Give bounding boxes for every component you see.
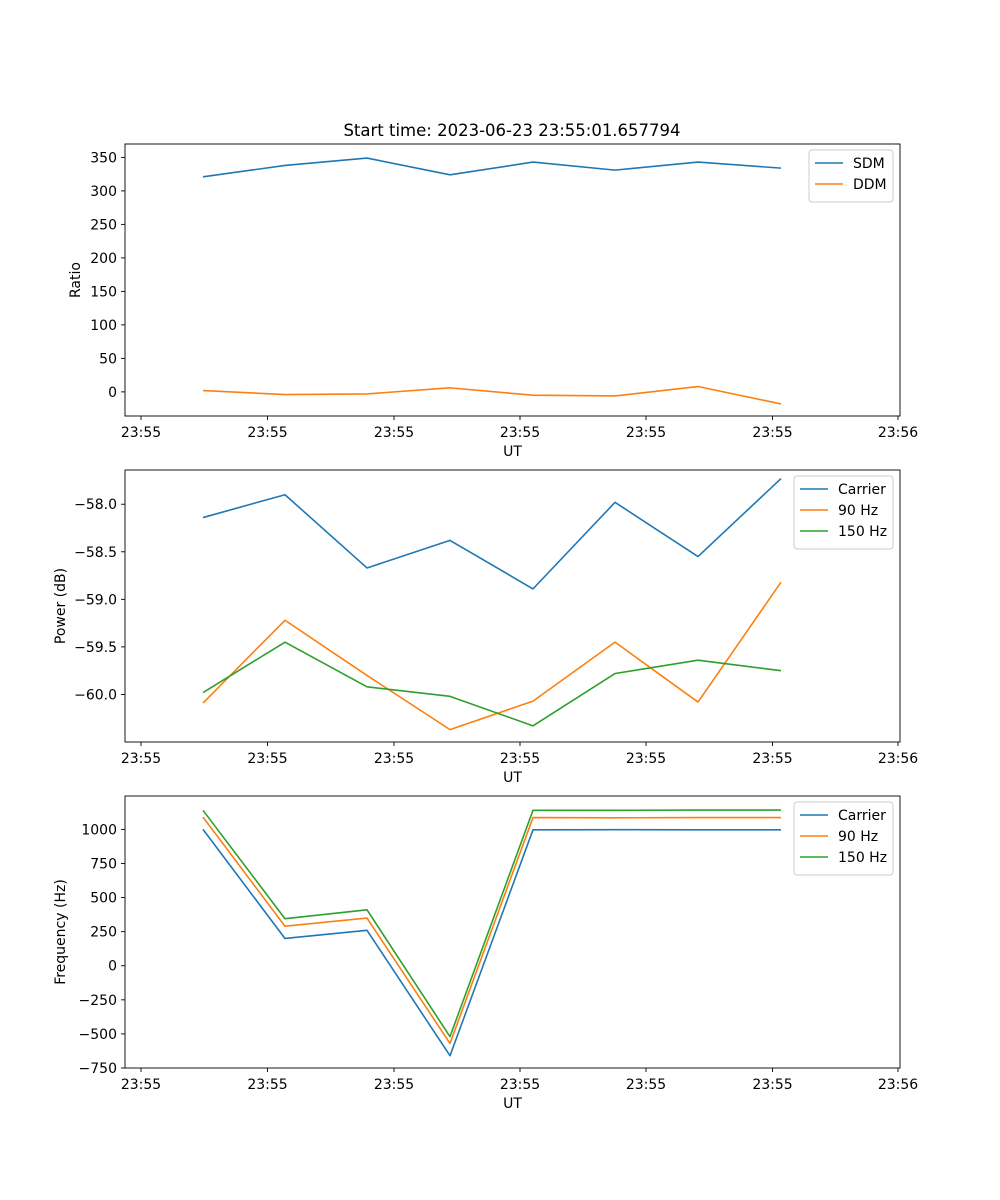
plot-area-frame: [124, 469, 901, 743]
plot-area-frame: [124, 795, 901, 1069]
y-tick-label: 150: [90, 284, 117, 300]
x-tick-label: 23:55: [752, 425, 792, 441]
chart-panel-2: 23:55 23:55 23:55 23:55 23:55 23:55 23:56 −60.0…: [53, 469, 918, 786]
x-tick-label: 23:55: [121, 751, 161, 767]
series-line-150-hz: [202, 641, 782, 727]
y-tick-label: −250: [79, 993, 117, 1009]
x-tick-label: 23:55: [247, 1077, 287, 1093]
x-tick-label: 23:56: [878, 425, 918, 441]
y-axis-label: Frequency (Hz): [53, 879, 69, 985]
x-tick-label: 23:55: [374, 1077, 414, 1093]
series-line-sdm: [202, 157, 782, 178]
y-tick-label: 500: [90, 891, 117, 907]
x-tick-label: 23:55: [247, 751, 287, 767]
x-tick-label: 23:55: [626, 751, 666, 767]
series-line-90-hz: [202, 816, 781, 1045]
legend: SDM DDM: [808, 149, 894, 203]
y-tick-label: −58.0: [74, 497, 117, 513]
y-tick-label: 50: [99, 351, 117, 367]
x-axis-label: UT: [503, 770, 522, 786]
x-tick-label: 23:55: [121, 1077, 161, 1093]
series-line-ddm: [202, 385, 782, 405]
y-tick-label: 300: [90, 184, 117, 200]
y-tick-label: −750: [79, 1061, 117, 1077]
chart-panel-1: 23:55 23:55 23:55 23:55 23:55 23:55 23:56 0 50 10…: [68, 143, 918, 460]
y-axis-label: Ratio: [68, 262, 84, 298]
x-tick-label: 23:55: [500, 1077, 540, 1093]
legend: Carrier 90 Hz 150 Hz: [793, 801, 894, 876]
x-tick-label: 23:55: [752, 751, 792, 767]
legend-label: 90 Hz: [838, 503, 878, 519]
x-tick-label: 23:55: [374, 751, 414, 767]
series-line-150-hz: [202, 809, 781, 1038]
series-line-carrier: [202, 828, 781, 1057]
y-tick-label: −59.5: [74, 640, 117, 656]
series-line-carrier: [202, 477, 782, 590]
x-tick-label: 23:56: [878, 751, 918, 767]
x-tick-label: 23:55: [500, 751, 540, 767]
y-tick-label: 100: [90, 318, 117, 334]
chart-panels: 23:55 23:55 23:55 23:55 23:55 23:55 23:56 0 50 10…: [53, 143, 918, 1112]
legend-label: Carrier: [838, 808, 886, 824]
x-tick-label: 23:55: [626, 425, 666, 441]
y-tick-label: −58.5: [74, 545, 117, 561]
series-line-90-hz: [202, 581, 782, 731]
y-tick-label: 250: [90, 925, 117, 941]
y-tick-label: 350: [90, 150, 117, 166]
chart-panel-3: 23:55 23:55 23:55 23:55 23:55 23:55 23:56 −750 −…: [53, 795, 918, 1112]
figure-title: Start time: 2023-06-23 23:55:01.657794: [343, 121, 680, 140]
y-axis-label: Power (dB): [53, 568, 69, 644]
y-tick-label: −59.0: [74, 592, 117, 608]
legend-label: Carrier: [838, 482, 886, 498]
x-tick-label: 23:55: [374, 425, 414, 441]
legend-label: 150 Hz: [838, 524, 887, 540]
plot-area-frame: [124, 143, 901, 417]
y-tick-label: 250: [90, 217, 117, 233]
legend: Carrier 90 Hz 150 Hz: [793, 475, 894, 550]
y-tick-label: 1000: [81, 822, 117, 838]
x-tick-label: 23:55: [500, 425, 540, 441]
x-tick-label: 23:55: [626, 1077, 666, 1093]
y-tick-label: 750: [90, 856, 117, 872]
x-tick-label: 23:55: [752, 1077, 792, 1093]
y-tick-label: 200: [90, 251, 117, 267]
y-tick-label: 0: [108, 959, 117, 975]
legend-label: 90 Hz: [838, 829, 878, 845]
y-tick-label: −500: [79, 1027, 117, 1043]
y-tick-label: 0: [108, 385, 117, 401]
legend-label: DDM: [853, 177, 887, 193]
legend-label: 150 Hz: [838, 850, 887, 866]
x-tick-label: 23:55: [247, 425, 287, 441]
y-tick-label: −60.0: [74, 687, 117, 703]
x-tick-label: 23:56: [878, 1077, 918, 1093]
x-axis-label: UT: [503, 1096, 522, 1112]
x-axis-label: UT: [503, 444, 522, 460]
legend-label: SDM: [853, 156, 885, 172]
x-tick-label: 23:55: [121, 425, 161, 441]
